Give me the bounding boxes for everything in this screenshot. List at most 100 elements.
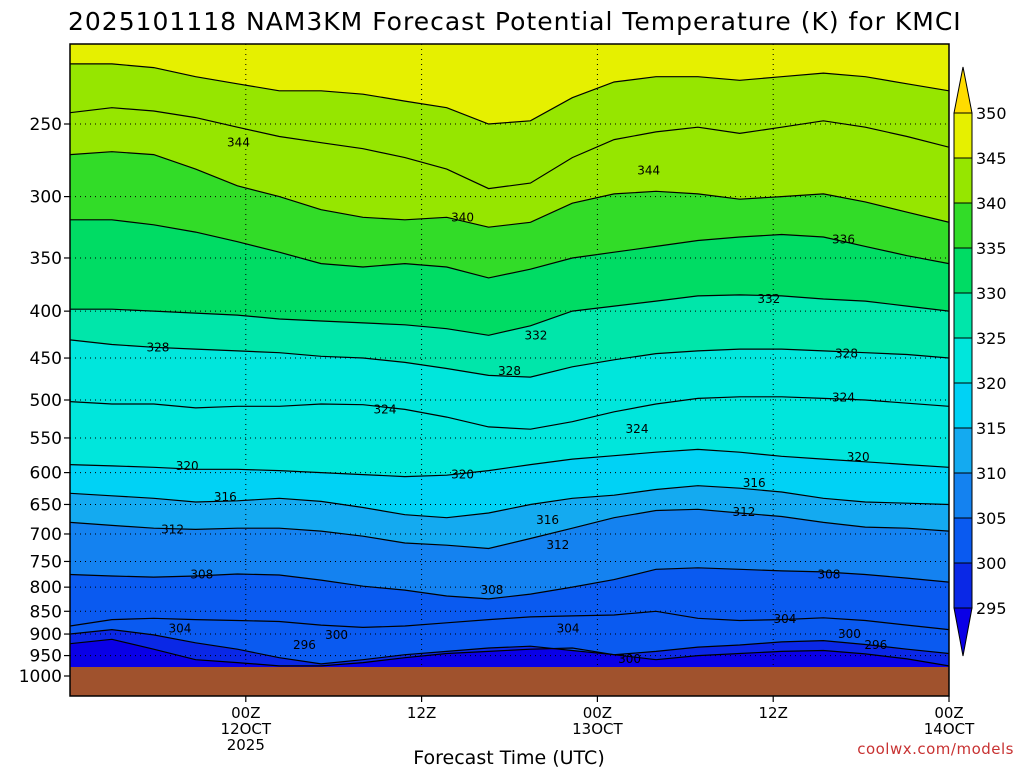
- contour-labels: 344 344 340 336 332 332 328 328 328 324 324 324 320 3…: [146, 136, 887, 666]
- colorbar-box-320: [953, 337, 973, 384]
- y-tick-label-850: 850: [30, 602, 62, 622]
- y-tick-label-900: 900: [30, 625, 62, 645]
- y-tick-label-400: 400: [30, 302, 62, 322]
- contour-label-296: 296: [293, 638, 316, 652]
- x-tick-label-6-0: 00Z: [231, 704, 260, 722]
- ground-terrain: [70, 667, 949, 696]
- contour-label-324: 324: [626, 422, 649, 436]
- colorbar-label-330: 330: [976, 284, 1007, 303]
- contour-label-344: 344: [637, 164, 660, 178]
- colorbar-label-325: 325: [976, 329, 1007, 348]
- isentrope-324: [70, 396, 949, 430]
- x-tick-label-42-0: 12Z: [759, 704, 788, 722]
- isentrope-340: [70, 151, 949, 228]
- isentrope-contours: [70, 63, 949, 667]
- y-axis-ticks: 250 300 350 400 450 500 550 600 650 700 750 800 850 9…: [19, 115, 70, 687]
- isentrope-296: [70, 638, 949, 667]
- theta-color-fill: [70, 44, 949, 696]
- isentrope-316: [70, 485, 949, 519]
- contour-label-328: 328: [835, 347, 858, 361]
- contour-label-312: 312: [546, 538, 569, 552]
- contour-label-296: 296: [864, 638, 887, 652]
- y-tick-label-500: 500: [30, 391, 62, 411]
- y-tick-label-600: 600: [30, 464, 62, 484]
- contour-label-308: 308: [817, 568, 840, 582]
- colorbar-label-340: 340: [976, 194, 1007, 213]
- site-credit: coolwx.com/models: [857, 740, 1014, 758]
- contour-label-308: 308: [480, 583, 503, 597]
- x-axis-label: Forecast Time (UTC): [413, 747, 604, 768]
- colorbar-label-315: 315: [976, 419, 1007, 438]
- contour-label-336: 336: [832, 232, 855, 246]
- contour-label-324: 324: [832, 391, 855, 405]
- colorbar: 295 300 305 310 315 320 325 330 335 340 345 350: [953, 66, 1007, 657]
- colorbar-box-300: [953, 517, 973, 564]
- y-tick-label-300: 300: [30, 188, 62, 208]
- x-tick-label-6-1: 12OCT: [221, 720, 272, 738]
- x-tick-label-30-0: 00Z: [583, 704, 612, 722]
- contour-label-308: 308: [190, 568, 213, 582]
- colorbar-label-345: 345: [976, 149, 1007, 168]
- colorbar-box-315: [953, 382, 973, 429]
- colorbar-label-320: 320: [976, 374, 1007, 393]
- contour-label-332: 332: [757, 292, 780, 306]
- contour-label-320: 320: [176, 459, 199, 473]
- colorbar-box-330: [953, 247, 973, 294]
- colorbar-box-335: [953, 202, 973, 249]
- x-tick-label-6-2: 2025: [227, 736, 265, 754]
- contour-label-312: 312: [732, 505, 755, 519]
- y-tick-label-800: 800: [30, 578, 62, 598]
- isentrope-348: [70, 63, 949, 125]
- colorbar-box-295: [953, 562, 973, 609]
- contour-label-320: 320: [451, 468, 474, 482]
- contour-label-316: 316: [214, 490, 237, 504]
- chart-title: 2025101118 NAM3KM Forecast Potential Tem…: [68, 7, 962, 36]
- contour-label-324: 324: [374, 402, 397, 416]
- isentrope-332: [70, 294, 949, 336]
- colorbar-label-310: 310: [976, 464, 1007, 483]
- x-tick-label-30-1: 13OCT: [572, 720, 623, 738]
- isentrope-304: [70, 610, 949, 631]
- x-tick-label-54-1: 14OCT: [924, 720, 975, 738]
- y-tick-label-350: 350: [30, 249, 62, 269]
- contour-label-304: 304: [557, 622, 580, 636]
- contour-label-304: 304: [168, 622, 191, 636]
- y-tick-label-700: 700: [30, 525, 62, 545]
- isentrope-308: [70, 567, 949, 600]
- isentrope-344: [70, 107, 949, 190]
- colorbar-box-305: [953, 472, 973, 519]
- contour-label-344: 344: [227, 136, 250, 150]
- contour-label-304: 304: [773, 612, 796, 626]
- colorbar-box-310: [953, 427, 973, 474]
- isentrope-312: [70, 508, 949, 550]
- y-tick-label-250: 250: [30, 115, 62, 135]
- colorbar-label-295: 295: [976, 599, 1007, 618]
- colorbar-label-335: 335: [976, 239, 1007, 258]
- colorbar-box-345: [953, 112, 973, 159]
- colorbar-arrow-low: [953, 607, 973, 657]
- y-tick-label-550: 550: [30, 429, 62, 449]
- isentrope-328: [70, 339, 949, 378]
- contour-label-340: 340: [451, 210, 474, 224]
- contour-label-316: 316: [743, 476, 766, 490]
- y-tick-label-450: 450: [30, 349, 62, 369]
- colorbar-label-305: 305: [976, 509, 1007, 528]
- isentrope-300: [70, 628, 949, 665]
- y-tick-label-1000: 1000: [19, 667, 62, 687]
- contour-label-300: 300: [325, 628, 348, 642]
- contour-label-316: 316: [536, 513, 559, 527]
- grid-lines: [70, 44, 949, 696]
- colorbar-label-350: 350: [976, 104, 1007, 123]
- contour-label-328: 328: [146, 340, 169, 354]
- contour-label-312: 312: [161, 522, 184, 536]
- fill-band-348: [70, 44, 949, 124]
- colorbar-box-340: [953, 157, 973, 204]
- colorbar-label-300: 300: [976, 554, 1007, 573]
- colorbar-box-325: [953, 292, 973, 339]
- contour-label-300: 300: [618, 652, 641, 666]
- plot-frame: [69, 43, 950, 697]
- contour-label-332: 332: [524, 328, 547, 342]
- contour-label-320: 320: [847, 450, 870, 464]
